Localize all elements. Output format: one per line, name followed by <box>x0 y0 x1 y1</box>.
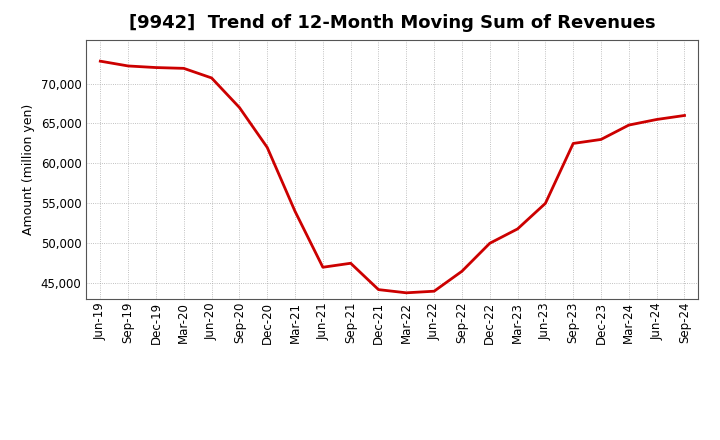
Text: [9942]  Trend of 12-Month Moving Sum of Revenues: [9942] Trend of 12-Month Moving Sum of R… <box>130 15 656 33</box>
Y-axis label: Amount (million yen): Amount (million yen) <box>22 104 35 235</box>
